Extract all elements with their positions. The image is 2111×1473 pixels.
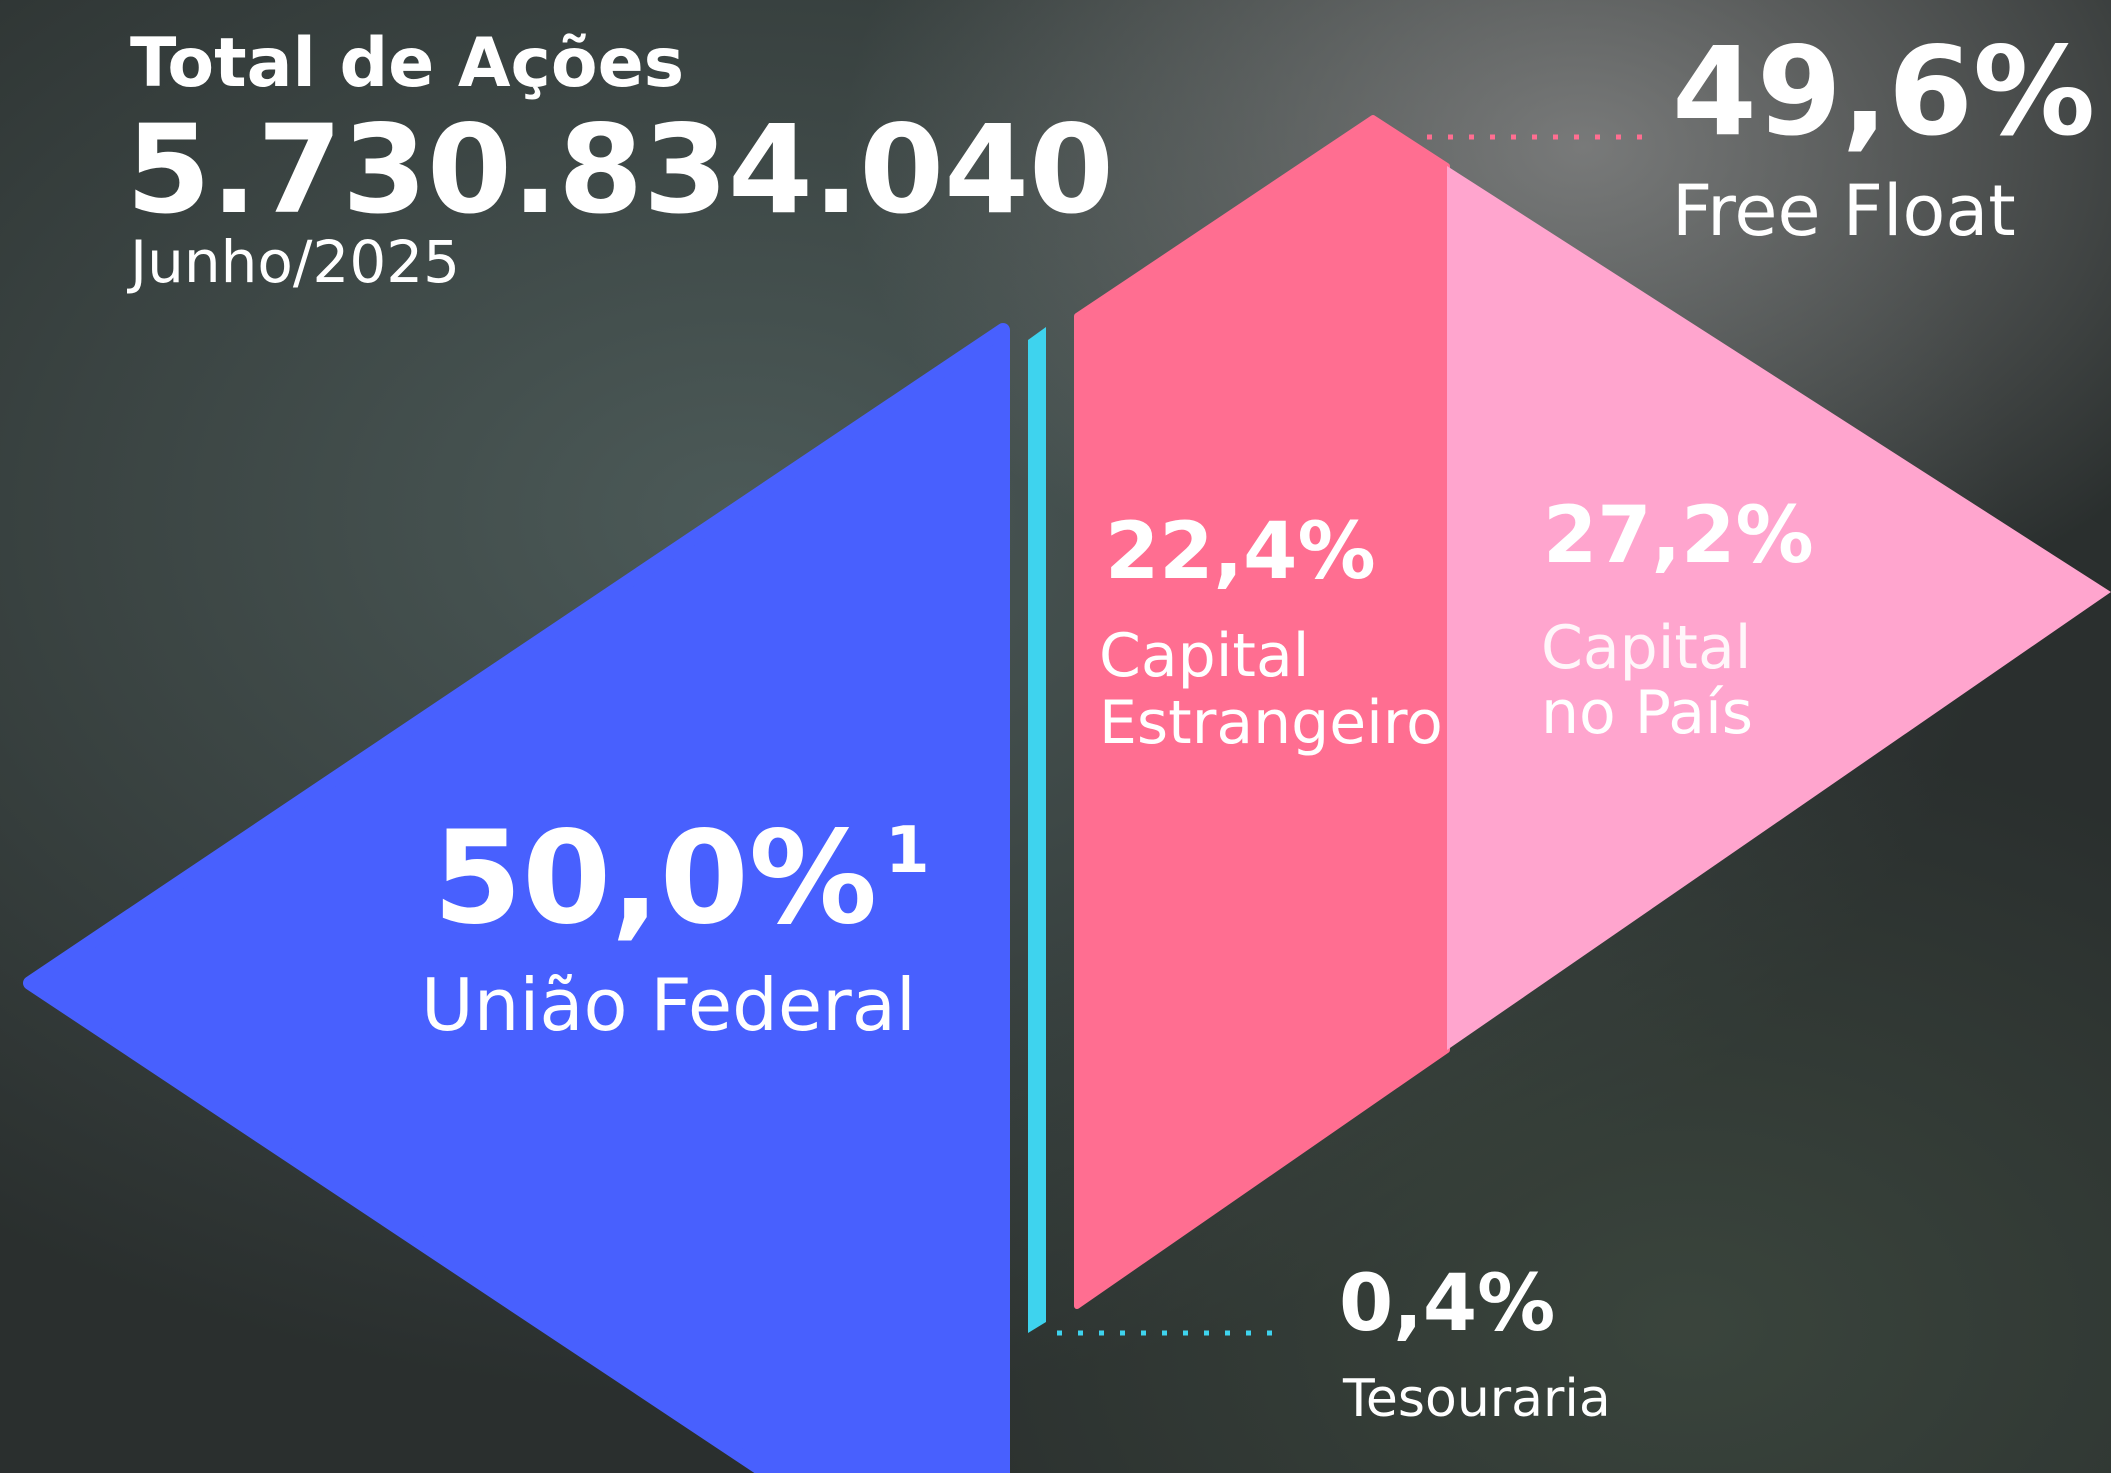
treasury-value: 0,4% xyxy=(1339,1259,1555,1349)
date: Junho/2025 xyxy=(127,228,460,296)
federal-footnote: 1 xyxy=(885,814,930,888)
federal-value: 50,0% xyxy=(433,804,877,953)
free-float-value: 49,6% xyxy=(1672,21,2095,163)
domestic-label: no País xyxy=(1541,678,1753,748)
foreign-label: Estrangeiro xyxy=(1099,688,1443,758)
domestic-value: 27,2% xyxy=(1543,491,1814,581)
treasury-label: Tesouraria xyxy=(1342,1369,1611,1429)
foreign-label: Capital xyxy=(1099,621,1309,691)
page: Total de Ações 5.730.834.040 Junho/2025 … xyxy=(0,0,2111,1473)
title: Total de Ações xyxy=(130,24,684,103)
infographic: Total de Ações 5.730.834.040 Junho/2025 … xyxy=(0,0,2111,1473)
free-float-label: Free Float xyxy=(1672,170,2016,252)
domestic-label: Capital xyxy=(1541,613,1751,683)
federal-label: União Federal xyxy=(421,963,916,1047)
total-shares: 5.730.834.040 xyxy=(126,99,1114,241)
foreign-value: 22,4% xyxy=(1105,507,1376,597)
treasury-bar xyxy=(1028,327,1046,1333)
